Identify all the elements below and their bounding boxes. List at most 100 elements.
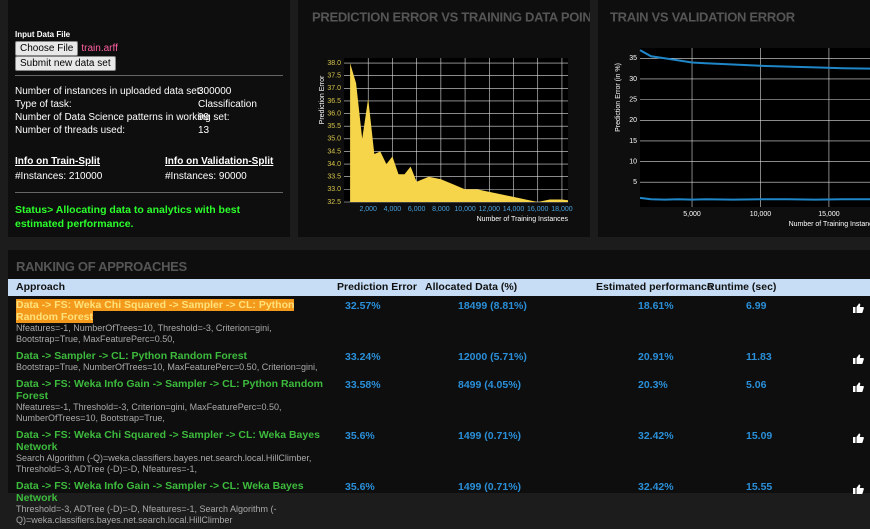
table-row: Data -> FS: Weka Chi Squared -> Sampler …: [8, 297, 870, 348]
approach-params: Threshold=-3, ADTree (-D)=-D, Nfeatures=…: [16, 504, 277, 525]
y-tick-label: 25: [629, 96, 637, 103]
line: [639, 196, 870, 201]
x-tick-label: 10,000: [750, 211, 772, 218]
table-rows: Data -> FS: Weka Chi Squared -> Sampler …: [8, 297, 870, 529]
x-tick-label: 15,000: [818, 211, 840, 218]
ranking-panel: RANKING OF APPROACHES Approach Prediction…: [8, 250, 870, 493]
table-row: Data -> FS: Weka Chi Squared -> Sampler …: [8, 427, 870, 478]
thumb-shape: [853, 433, 864, 443]
y-tick-label: 35: [629, 55, 637, 62]
y-tick-label: 33.5: [327, 174, 341, 181]
split-instances: #Instances: 210000: [15, 171, 103, 182]
approach: Data -> FS: Weka Info Gain -> Sampler ->…: [16, 480, 331, 504]
approach: Data -> Sampler -> CL: Python Random For…: [16, 350, 331, 362]
y-tick-label: 30: [629, 76, 637, 83]
cell-error: 32.57%: [345, 300, 381, 312]
chart-panel: PREDICTION ERROR VS TRAINING DATA POINTS…: [298, 0, 608, 237]
thumbs-up-icon[interactable]: [853, 433, 864, 443]
ranking-title: RANKING OF APPROACHES: [16, 259, 187, 274]
approach-name[interactable]: Data -> Sampler -> CL: Python Random For…: [16, 350, 248, 362]
y-tick-label: 34.5: [327, 148, 341, 155]
x-tick-label: 14,000: [503, 206, 525, 213]
divider: [15, 75, 283, 76]
cell-performance: 20.3%: [638, 379, 668, 391]
y-tick-label: 5: [633, 179, 637, 186]
submit-button[interactable]: Submit new data set: [15, 56, 116, 71]
x-tick-label: 10,000: [454, 206, 476, 213]
approach-name[interactable]: Data -> FS: Weka Chi Squared -> Sampler …: [16, 429, 320, 453]
cell-error: 33.24%: [345, 351, 381, 363]
thumbs-up-icon[interactable]: [853, 484, 864, 494]
chart-title: TRAIN VS VALIDATION ERROR: [610, 9, 796, 24]
cell-performance: 20.91%: [638, 351, 674, 363]
thumb-shape: [853, 354, 864, 364]
status: Status> Allocating data to analytics wit…: [15, 204, 241, 230]
thumb-shape: [853, 382, 864, 392]
cell-data: 1499 (0.71%): [458, 481, 522, 493]
approach: Data -> FS: Weka Chi Squared -> Sampler …: [16, 429, 331, 453]
y-tick-label: 15: [629, 138, 637, 145]
stat-label: Number of Data Science patterns in worki…: [15, 112, 230, 123]
y-tick-label: 34.0: [327, 161, 341, 168]
column-header: Runtime (sec): [707, 281, 777, 293]
table-row: Data -> FS: Weka Info Gain -> Sampler ->…: [8, 478, 870, 529]
cell-performance: 18.61%: [638, 300, 674, 312]
table-header: Approach Prediction Error Allocated Data (…: [8, 279, 870, 296]
cell-runtime: 15.09: [746, 430, 773, 442]
y-tick-label: 33.0: [327, 186, 341, 193]
input-panel: Input Data File Choose File train.arff S…: [8, 0, 290, 237]
file-name: train.arff: [81, 43, 118, 54]
stats: Number of instances in uploaded data set…: [15, 86, 285, 138]
thumbs-up-icon[interactable]: [853, 354, 864, 364]
splits: Info on Train-Split #Instances: 210000 Inf…: [15, 156, 285, 186]
cell-runtime: 6.99: [746, 300, 767, 312]
area: [350, 63, 568, 202]
cell-data: 8499 (4.05%): [458, 379, 522, 391]
cell-error: 35.6%: [345, 430, 375, 442]
y-tick-label: 36.0: [327, 110, 341, 117]
stat-label: Type of task:: [15, 99, 72, 110]
y-tick-label: 20: [629, 117, 637, 124]
split-link[interactable]: Info on Train-Split: [15, 156, 100, 167]
chart-title: PREDICTION ERROR VS TRAINING DATA POINTS: [312, 9, 590, 24]
column-header: Prediction Error: [337, 281, 417, 293]
chart: TRAIN VS VALIDATION ERROR 5 10 15 20 25 30 35 5,…: [610, 9, 870, 228]
y-tick-label: 32.5: [327, 199, 341, 206]
column-header: Allocated Data (%): [425, 281, 518, 293]
thumb-shape: [853, 303, 864, 313]
y-tick-label: 35.5: [327, 123, 341, 130]
divider: [15, 192, 283, 193]
y-tick-label: 10: [629, 158, 637, 165]
split-instances: #Instances: 90000: [165, 171, 247, 182]
x-tick-label: 5,000: [683, 211, 701, 218]
x-tick-label: 16,000: [527, 206, 549, 213]
x-tick-label: 4,000: [384, 206, 402, 213]
cell-performance: 32.42%: [638, 430, 674, 442]
stat-value: 13: [198, 125, 210, 136]
approach-name[interactable]: Data -> FS: Weka Info Gain -> Sampler ->…: [16, 480, 304, 504]
split-link[interactable]: Info on Validation-Split: [165, 156, 274, 167]
cell-data: 12000 (5.71%): [458, 351, 527, 363]
approach-name[interactable]: Data -> FS: Weka Info Gain -> Sampler ->…: [16, 378, 323, 402]
y-tick-label: 37.5: [327, 73, 341, 80]
cell-runtime: 5.06: [746, 379, 767, 391]
input-label: Input Data File: [15, 30, 71, 39]
chart-panel: TRAIN VS VALIDATION ERROR 5 10 15 20 25 30 35 5,…: [598, 0, 870, 237]
cell-error: 35.6%: [345, 481, 375, 493]
cell-error: 33.58%: [345, 379, 381, 391]
thumbs-up-icon[interactable]: [853, 382, 864, 392]
plot-area: [640, 48, 870, 207]
approach-name[interactable]: Data -> FS: Weka Chi Squared -> Sampler …: [16, 299, 295, 323]
stat-value: Classification: [198, 99, 257, 110]
cell-data: 18499 (8.81%): [458, 300, 527, 312]
choose-file-button[interactable]: Choose File: [15, 41, 79, 56]
page: Input Data File Choose File train.arff S…: [8, 0, 870, 525]
y-tick-label: 36.5: [327, 98, 341, 105]
table-row: Data -> Sampler -> CL: Python Random For…: [8, 348, 870, 376]
x-tick-label: 8,000: [432, 206, 450, 213]
thumbs-up-icon[interactable]: [853, 303, 864, 313]
line: [639, 49, 870, 70]
cell-data: 1499 (0.71%): [458, 430, 522, 442]
approach: Data -> FS: Weka Info Gain -> Sampler ->…: [16, 378, 331, 402]
stat-row: Number of Data Science patterns in worki…: [15, 112, 285, 125]
